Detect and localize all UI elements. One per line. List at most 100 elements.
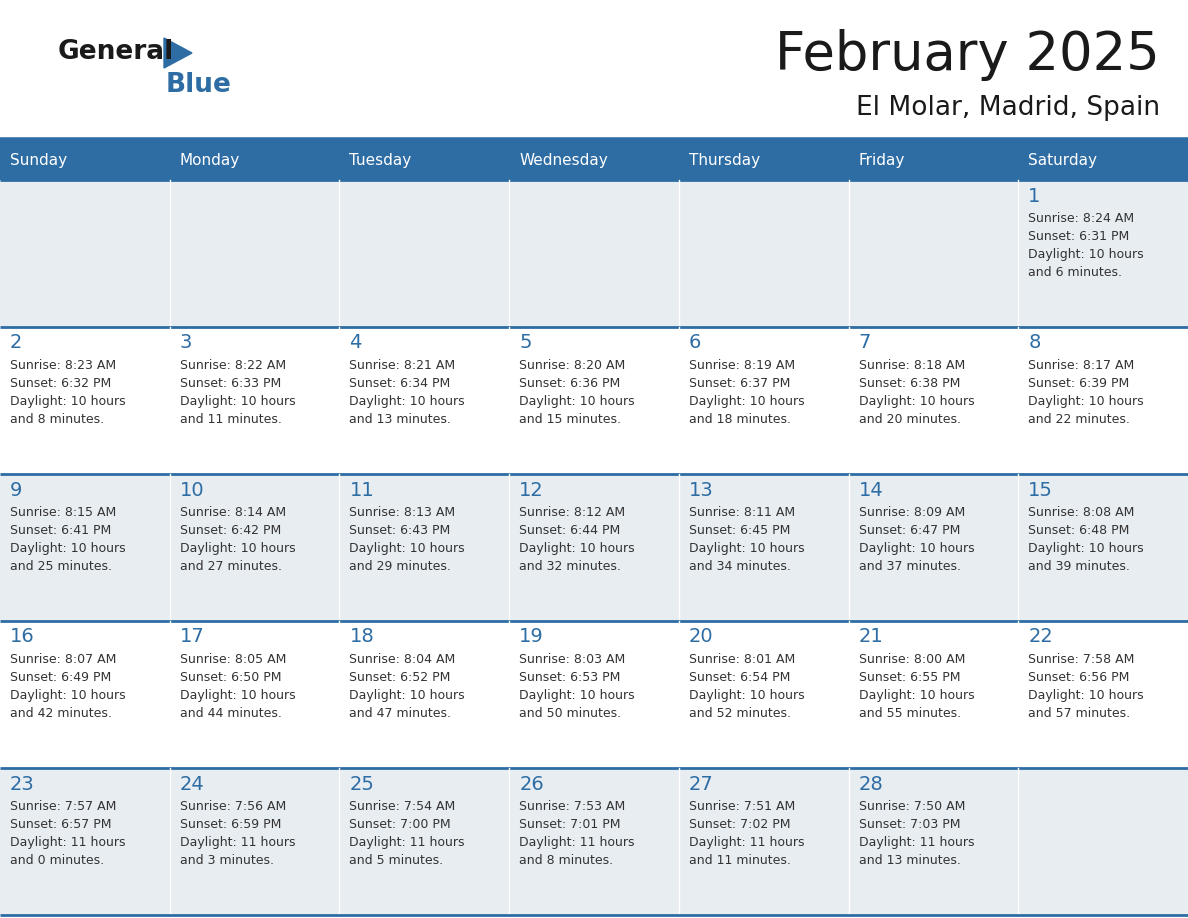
Bar: [1018, 768, 1188, 915]
Text: 6: 6: [689, 333, 701, 353]
Text: El Molar, Madrid, Spain: El Molar, Madrid, Spain: [855, 95, 1159, 121]
Text: 5: 5: [519, 333, 532, 353]
Text: Sunrise: 8:24 AM
Sunset: 6:31 PM
Daylight: 10 hours
and 6 minutes.: Sunrise: 8:24 AM Sunset: 6:31 PM Dayligh…: [1029, 212, 1144, 279]
Text: Blue: Blue: [166, 72, 232, 98]
Text: 16: 16: [10, 628, 34, 646]
Bar: [170, 474, 340, 621]
Text: Sunrise: 8:08 AM
Sunset: 6:48 PM
Daylight: 10 hours
and 39 minutes.: Sunrise: 8:08 AM Sunset: 6:48 PM Dayligh…: [1029, 506, 1144, 573]
Text: 26: 26: [519, 775, 544, 793]
Bar: [340, 142, 510, 180]
Text: Sunrise: 8:18 AM
Sunset: 6:38 PM
Daylight: 10 hours
and 20 minutes.: Sunrise: 8:18 AM Sunset: 6:38 PM Dayligh…: [859, 359, 974, 426]
Text: Thursday: Thursday: [689, 153, 760, 169]
Bar: [510, 180, 678, 327]
Text: Wednesday: Wednesday: [519, 153, 608, 169]
Text: Sunrise: 7:57 AM
Sunset: 6:57 PM
Daylight: 11 hours
and 0 minutes.: Sunrise: 7:57 AM Sunset: 6:57 PM Dayligh…: [10, 800, 126, 867]
Text: Sunrise: 8:04 AM
Sunset: 6:52 PM
Daylight: 10 hours
and 47 minutes.: Sunrise: 8:04 AM Sunset: 6:52 PM Dayligh…: [349, 653, 465, 720]
Text: 11: 11: [349, 480, 374, 499]
Bar: [848, 621, 1018, 768]
Bar: [340, 180, 510, 327]
Text: 12: 12: [519, 480, 544, 499]
Bar: [170, 768, 340, 915]
Bar: [678, 327, 848, 474]
Text: Friday: Friday: [859, 153, 905, 169]
Text: 10: 10: [179, 480, 204, 499]
Text: 4: 4: [349, 333, 362, 353]
Polygon shape: [164, 38, 192, 68]
Text: Sunrise: 8:19 AM
Sunset: 6:37 PM
Daylight: 10 hours
and 18 minutes.: Sunrise: 8:19 AM Sunset: 6:37 PM Dayligh…: [689, 359, 804, 426]
Bar: [848, 474, 1018, 621]
Text: Sunday: Sunday: [10, 153, 68, 169]
Bar: [848, 327, 1018, 474]
Text: Sunrise: 8:15 AM
Sunset: 6:41 PM
Daylight: 10 hours
and 25 minutes.: Sunrise: 8:15 AM Sunset: 6:41 PM Dayligh…: [10, 506, 126, 573]
Text: 28: 28: [859, 775, 884, 793]
Text: Sunrise: 8:12 AM
Sunset: 6:44 PM
Daylight: 10 hours
and 32 minutes.: Sunrise: 8:12 AM Sunset: 6:44 PM Dayligh…: [519, 506, 634, 573]
Text: 13: 13: [689, 480, 714, 499]
Bar: [678, 621, 848, 768]
Text: 22: 22: [1029, 628, 1053, 646]
Bar: [1018, 142, 1188, 180]
Text: Sunrise: 8:20 AM
Sunset: 6:36 PM
Daylight: 10 hours
and 15 minutes.: Sunrise: 8:20 AM Sunset: 6:36 PM Dayligh…: [519, 359, 634, 426]
Bar: [0, 621, 170, 768]
Bar: [1018, 621, 1188, 768]
Text: Sunrise: 7:53 AM
Sunset: 7:01 PM
Daylight: 11 hours
and 8 minutes.: Sunrise: 7:53 AM Sunset: 7:01 PM Dayligh…: [519, 800, 634, 867]
Text: Sunrise: 8:11 AM
Sunset: 6:45 PM
Daylight: 10 hours
and 34 minutes.: Sunrise: 8:11 AM Sunset: 6:45 PM Dayligh…: [689, 506, 804, 573]
Text: Sunrise: 8:23 AM
Sunset: 6:32 PM
Daylight: 10 hours
and 8 minutes.: Sunrise: 8:23 AM Sunset: 6:32 PM Dayligh…: [10, 359, 126, 426]
Text: 25: 25: [349, 775, 374, 793]
Text: Sunrise: 8:21 AM
Sunset: 6:34 PM
Daylight: 10 hours
and 13 minutes.: Sunrise: 8:21 AM Sunset: 6:34 PM Dayligh…: [349, 359, 465, 426]
Bar: [848, 142, 1018, 180]
Text: Sunrise: 8:17 AM
Sunset: 6:39 PM
Daylight: 10 hours
and 22 minutes.: Sunrise: 8:17 AM Sunset: 6:39 PM Dayligh…: [1029, 359, 1144, 426]
Text: 15: 15: [1029, 480, 1053, 499]
Bar: [678, 768, 848, 915]
Bar: [340, 327, 510, 474]
Text: Sunrise: 8:07 AM
Sunset: 6:49 PM
Daylight: 10 hours
and 42 minutes.: Sunrise: 8:07 AM Sunset: 6:49 PM Dayligh…: [10, 653, 126, 720]
Text: Sunrise: 8:05 AM
Sunset: 6:50 PM
Daylight: 10 hours
and 44 minutes.: Sunrise: 8:05 AM Sunset: 6:50 PM Dayligh…: [179, 653, 296, 720]
Bar: [510, 327, 678, 474]
Bar: [510, 768, 678, 915]
Text: Sunrise: 7:51 AM
Sunset: 7:02 PM
Daylight: 11 hours
and 11 minutes.: Sunrise: 7:51 AM Sunset: 7:02 PM Dayligh…: [689, 800, 804, 867]
Bar: [340, 474, 510, 621]
Text: 8: 8: [1029, 333, 1041, 353]
Bar: [510, 621, 678, 768]
Bar: [340, 768, 510, 915]
Text: 9: 9: [10, 480, 23, 499]
Bar: [1018, 180, 1188, 327]
Text: 7: 7: [859, 333, 871, 353]
Text: 24: 24: [179, 775, 204, 793]
Text: Sunrise: 7:56 AM
Sunset: 6:59 PM
Daylight: 11 hours
and 3 minutes.: Sunrise: 7:56 AM Sunset: 6:59 PM Dayligh…: [179, 800, 295, 867]
Text: 23: 23: [10, 775, 34, 793]
Bar: [170, 142, 340, 180]
Text: Sunrise: 8:13 AM
Sunset: 6:43 PM
Daylight: 10 hours
and 29 minutes.: Sunrise: 8:13 AM Sunset: 6:43 PM Dayligh…: [349, 506, 465, 573]
Text: Sunrise: 8:03 AM
Sunset: 6:53 PM
Daylight: 10 hours
and 50 minutes.: Sunrise: 8:03 AM Sunset: 6:53 PM Dayligh…: [519, 653, 634, 720]
Text: 27: 27: [689, 775, 714, 793]
Text: 14: 14: [859, 480, 884, 499]
Text: Sunrise: 7:58 AM
Sunset: 6:56 PM
Daylight: 10 hours
and 57 minutes.: Sunrise: 7:58 AM Sunset: 6:56 PM Dayligh…: [1029, 653, 1144, 720]
Bar: [678, 180, 848, 327]
Bar: [678, 474, 848, 621]
Text: 19: 19: [519, 628, 544, 646]
Bar: [510, 142, 678, 180]
Bar: [0, 327, 170, 474]
Text: Saturday: Saturday: [1029, 153, 1098, 169]
Bar: [510, 474, 678, 621]
Bar: [170, 180, 340, 327]
Bar: [340, 621, 510, 768]
Text: Sunrise: 8:09 AM
Sunset: 6:47 PM
Daylight: 10 hours
and 37 minutes.: Sunrise: 8:09 AM Sunset: 6:47 PM Dayligh…: [859, 506, 974, 573]
Text: Sunrise: 8:01 AM
Sunset: 6:54 PM
Daylight: 10 hours
and 52 minutes.: Sunrise: 8:01 AM Sunset: 6:54 PM Dayligh…: [689, 653, 804, 720]
Bar: [170, 327, 340, 474]
Bar: [0, 768, 170, 915]
Bar: [848, 180, 1018, 327]
Text: 3: 3: [179, 333, 192, 353]
Text: 18: 18: [349, 628, 374, 646]
Text: Sunrise: 8:00 AM
Sunset: 6:55 PM
Daylight: 10 hours
and 55 minutes.: Sunrise: 8:00 AM Sunset: 6:55 PM Dayligh…: [859, 653, 974, 720]
Text: Sunrise: 7:54 AM
Sunset: 7:00 PM
Daylight: 11 hours
and 5 minutes.: Sunrise: 7:54 AM Sunset: 7:00 PM Dayligh…: [349, 800, 465, 867]
Bar: [678, 142, 848, 180]
Text: 21: 21: [859, 628, 884, 646]
Text: Monday: Monday: [179, 153, 240, 169]
Text: Sunrise: 8:22 AM
Sunset: 6:33 PM
Daylight: 10 hours
and 11 minutes.: Sunrise: 8:22 AM Sunset: 6:33 PM Dayligh…: [179, 359, 296, 426]
Text: 17: 17: [179, 628, 204, 646]
Bar: [1018, 474, 1188, 621]
Text: February 2025: February 2025: [776, 29, 1159, 81]
Text: 2: 2: [10, 333, 23, 353]
Text: Sunrise: 7:50 AM
Sunset: 7:03 PM
Daylight: 11 hours
and 13 minutes.: Sunrise: 7:50 AM Sunset: 7:03 PM Dayligh…: [859, 800, 974, 867]
Text: General: General: [58, 39, 175, 65]
